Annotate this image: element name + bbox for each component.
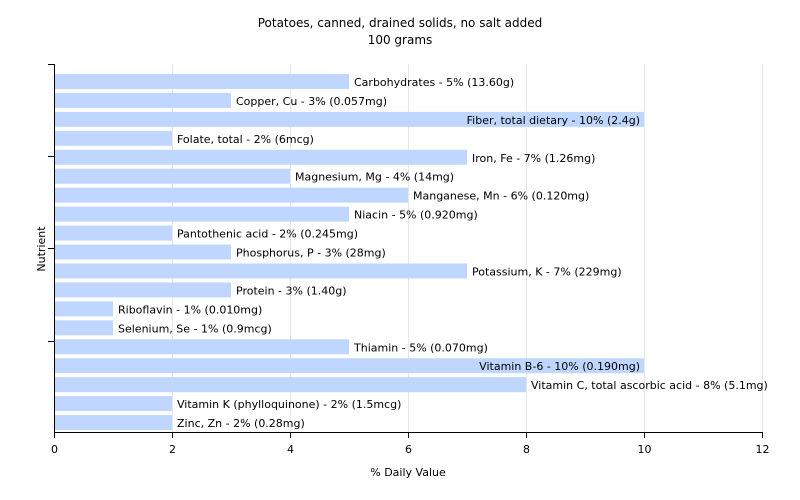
- data-label: Magnesium, Mg - 4% (14mg): [295, 171, 454, 184]
- x-tick-label: 10: [638, 443, 652, 456]
- data-label: Selenium, Se - 1% (0.9mcg): [118, 322, 272, 335]
- bar: [54, 396, 172, 412]
- x-tick-label: 12: [756, 443, 770, 456]
- bar: [54, 415, 172, 431]
- bar: [54, 130, 172, 146]
- data-label: Zinc, Zn - 2% (0.28mg): [177, 417, 305, 430]
- y-axis-title: Nutrient: [35, 226, 48, 272]
- bar: [54, 149, 467, 165]
- data-label: Phosphorus, P - 3% (28mg): [236, 247, 386, 260]
- bar: [54, 74, 349, 89]
- data-label: Carbohydrates - 5% (13.60g): [354, 76, 514, 89]
- data-label: Fiber, total dietary - 10% (2.4g): [467, 114, 640, 127]
- data-label: Copper, Cu - 3% (0.057mg): [236, 95, 387, 108]
- bars: [54, 74, 644, 431]
- data-label: Vitamin C, total ascorbic acid - 8% (5.1…: [531, 379, 768, 392]
- x-tick-label: 0: [51, 443, 58, 456]
- data-label: Vitamin K (phylloquinone) - 2% (1.5mcg): [177, 398, 401, 411]
- x-axis-title: % Daily Value: [370, 466, 446, 479]
- data-label: Iron, Fe - 7% (1.26mg): [472, 152, 595, 165]
- data-label: Folate, total - 2% (6mcg): [177, 133, 314, 146]
- data-label: Protein - 3% (1.40g): [236, 284, 347, 297]
- bar: [54, 244, 231, 260]
- bar: [54, 263, 467, 279]
- bar: [54, 358, 644, 374]
- bar: [54, 282, 231, 298]
- data-label: Niacin - 5% (0.920mg): [354, 209, 478, 222]
- data-label: Pantothenic acid - 2% (0.245mg): [177, 228, 358, 241]
- bar: [54, 301, 113, 317]
- data-label: Vitamin B-6 - 10% (0.190mg): [479, 360, 640, 373]
- data-labels: Carbohydrates - 5% (13.60g) Copper, Cu - …: [118, 76, 768, 430]
- x-tick-label: 2: [169, 443, 176, 456]
- bar: [54, 187, 408, 203]
- bar: [54, 168, 290, 184]
- data-label: Manganese, Mn - 6% (0.120mg): [413, 190, 589, 203]
- bar: [54, 339, 349, 355]
- bar: [54, 206, 349, 222]
- x-tick-label: 8: [523, 443, 530, 456]
- bar: [54, 377, 526, 393]
- bar: [54, 225, 172, 241]
- data-label: Thiamin - 5% (0.070mg): [353, 341, 488, 354]
- bar: [54, 111, 644, 127]
- data-label: Potassium, K - 7% (229mg): [472, 265, 622, 278]
- chart-subtitle: 100 grams: [367, 33, 433, 47]
- x-tick-label: 6: [405, 443, 412, 456]
- axes: 0 2 4 6 8 10 12: [48, 64, 770, 456]
- chart-title-block: Potatoes, canned, drained solids, no sal…: [0, 15, 800, 49]
- bar: [54, 320, 113, 336]
- x-tick-label: 4: [287, 443, 294, 456]
- chart-title: Potatoes, canned, drained solids, no sal…: [257, 16, 543, 30]
- bar: [54, 92, 231, 108]
- data-label: Riboflavin - 1% (0.010mg): [118, 303, 262, 316]
